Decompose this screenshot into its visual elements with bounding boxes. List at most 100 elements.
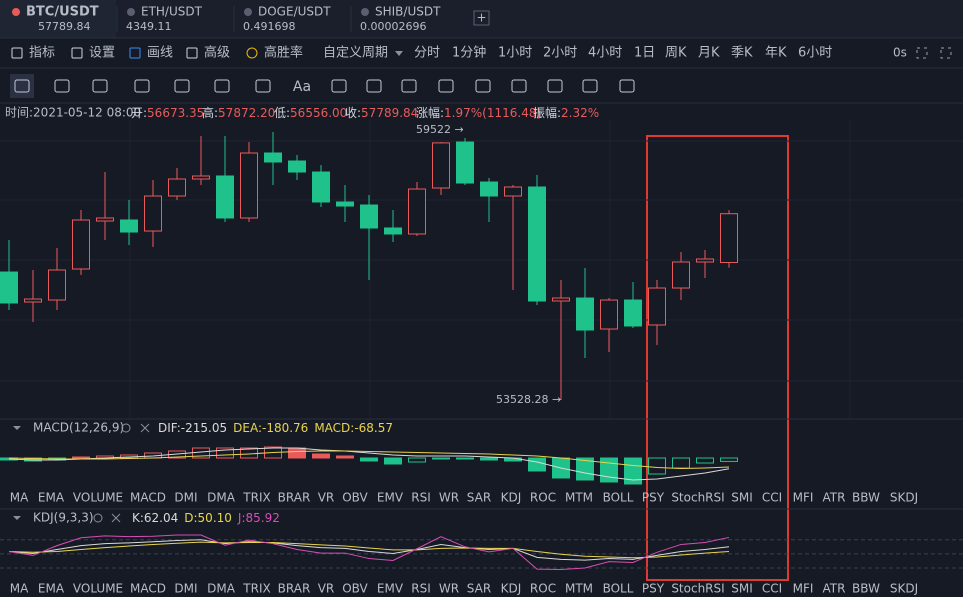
draw-tool-icon[interactable] [174,79,190,93]
indicator-tab[interactable]: SKDJ [890,582,918,596]
draw-tool-icon[interactable] [438,79,454,93]
tab-symbol[interactable]: SHIB/USDT [375,5,441,19]
indicator-tab[interactable]: ATR [823,582,846,596]
draw-tool-icon[interactable] [401,79,417,93]
tab-price[interactable]: 0.491698 [243,20,296,33]
indicator-tab[interactable]: OBV [342,582,368,596]
tool-button[interactable]: 高胜率 [264,45,303,61]
close-icon[interactable] [140,423,150,433]
screen-icon[interactable] [940,47,952,59]
draw-tool-text[interactable]: Aa [293,79,311,95]
indicator-tab[interactable]: BOLL [603,491,634,505]
indicator-tab[interactable]: SAR [467,491,491,505]
tab-price[interactable]: 57789.84 [38,20,91,33]
indicator-tab[interactable]: DMA [207,491,236,505]
indicator-tab[interactable]: SMI [731,582,753,596]
draw-tool-icon[interactable] [475,79,491,93]
indicator-tab[interactable]: RSI [411,582,431,596]
period-button[interactable]: 1日 [634,46,655,61]
add-tab-button[interactable] [473,10,490,26]
indicator-tab[interactable]: BBW [852,491,880,505]
indicator-tab[interactable]: VR [318,582,335,596]
indicator-tab[interactable]: DMI [174,582,197,596]
draw-tool-icon[interactable] [92,79,108,93]
indicator-tab[interactable]: VOLUME [73,491,123,505]
indicator-tab[interactable]: StochRSI [671,582,724,596]
indicator-tab[interactable]: EMV [377,491,404,505]
draw-tool-icon[interactable] [366,79,382,93]
indicator-tab[interactable]: EMV [377,582,404,596]
settings-icon[interactable] [121,423,131,433]
period-button[interactable]: 4小时 [588,46,622,61]
indicator-tab[interactable]: SAR [467,582,491,596]
period-button[interactable]: 月K [698,46,720,61]
indicator-tab[interactable]: KDJ [501,582,522,596]
indicator-tab[interactable]: OBV [342,491,368,505]
indicator-tab[interactable]: SKDJ [890,491,918,505]
indicator-tab[interactable]: PSY [642,491,665,505]
indicator-tab[interactable]: MACD [130,582,166,596]
indicator-tab[interactable]: ROC [530,582,556,596]
period-button[interactable]: 年K [765,46,787,61]
indicator-tab[interactable]: RSI [411,491,431,505]
draw-tool-icon[interactable] [511,79,527,93]
indicator-tab[interactable]: MTM [565,582,593,596]
indicator-tab[interactable]: CCI [762,582,782,596]
indicator-tab[interactable]: KDJ [501,491,522,505]
draw-tool-icon[interactable] [255,79,271,93]
draw-tool-icon[interactable] [619,79,635,93]
collapse-caret[interactable] [13,426,21,430]
indicator-tab[interactable]: MA [10,491,29,505]
indicator-tab[interactable]: EMA [38,582,65,596]
period-button[interactable]: 2小时 [543,46,577,61]
indicator-tab[interactable]: MFI [793,582,814,596]
indicator-tab[interactable]: ATR [823,491,846,505]
draw-tool-icon[interactable] [134,79,150,93]
indicator-tab[interactable]: MA [10,582,29,596]
custom-period[interactable]: 自定义周期 [323,46,388,61]
indicator-tab[interactable]: MFI [793,491,814,505]
indicator-tab[interactable]: MTM [565,491,593,505]
draw-tool-icon[interactable] [547,79,563,93]
indicator-tab[interactable]: MACD [130,491,166,505]
tool-button[interactable]: 设置 [89,46,115,61]
indicator-tab[interactable]: DMA [207,582,236,596]
indicator-tab[interactable]: TRIX [242,491,270,505]
indicator-tab[interactable]: BBW [852,582,880,596]
tab-price[interactable]: 0.00002696 [360,20,426,33]
settings-icon[interactable] [93,513,103,523]
draw-tool-icon[interactable] [331,79,347,93]
draw-tool-icon[interactable] [14,79,30,93]
tab-symbol[interactable]: ETH/USDT [141,5,203,19]
indicator-tab[interactable]: BRAR [278,491,311,505]
indicator-tab[interactable]: DMI [174,491,197,505]
indicator-tab[interactable]: VOLUME [73,582,123,596]
tool-button[interactable]: 指标 [29,46,55,61]
period-button[interactable]: 分时 [414,46,440,61]
tab-symbol[interactable]: DOGE/USDT [258,5,331,19]
indicator-tab[interactable]: ROC [530,491,556,505]
indicator-tab[interactable]: BOLL [603,582,634,596]
indicator-tab[interactable]: StochRSI [671,491,724,505]
indicator-tab[interactable]: PSY [642,582,665,596]
indicator-tab[interactable]: EMA [38,491,65,505]
tab-symbol[interactable]: BTC/USDT [26,5,99,20]
indicator-tab[interactable]: SMI [731,491,753,505]
period-button[interactable]: 6小时 [798,46,832,61]
draw-tool-icon[interactable] [582,79,598,93]
draw-tool-icon[interactable] [214,79,230,93]
period-button[interactable]: 1分钟 [452,45,486,61]
draw-tool-icon[interactable] [54,79,70,93]
period-button[interactable]: 季K [731,46,753,61]
tool-button[interactable]: 高级 [204,45,230,61]
tool-button[interactable]: 画线 [147,46,173,61]
close-icon[interactable] [111,513,121,523]
indicator-tab[interactable]: WR [439,491,459,505]
indicator-tab[interactable]: VR [318,491,335,505]
indicator-tab[interactable]: WR [439,582,459,596]
period-button[interactable]: 1小时 [498,46,532,61]
indicator-tab[interactable]: BRAR [278,582,311,596]
add-tab-icon[interactable]: + [476,11,486,25]
tab-price[interactable]: 4349.11 [126,20,172,33]
screen-icon[interactable] [916,47,928,59]
